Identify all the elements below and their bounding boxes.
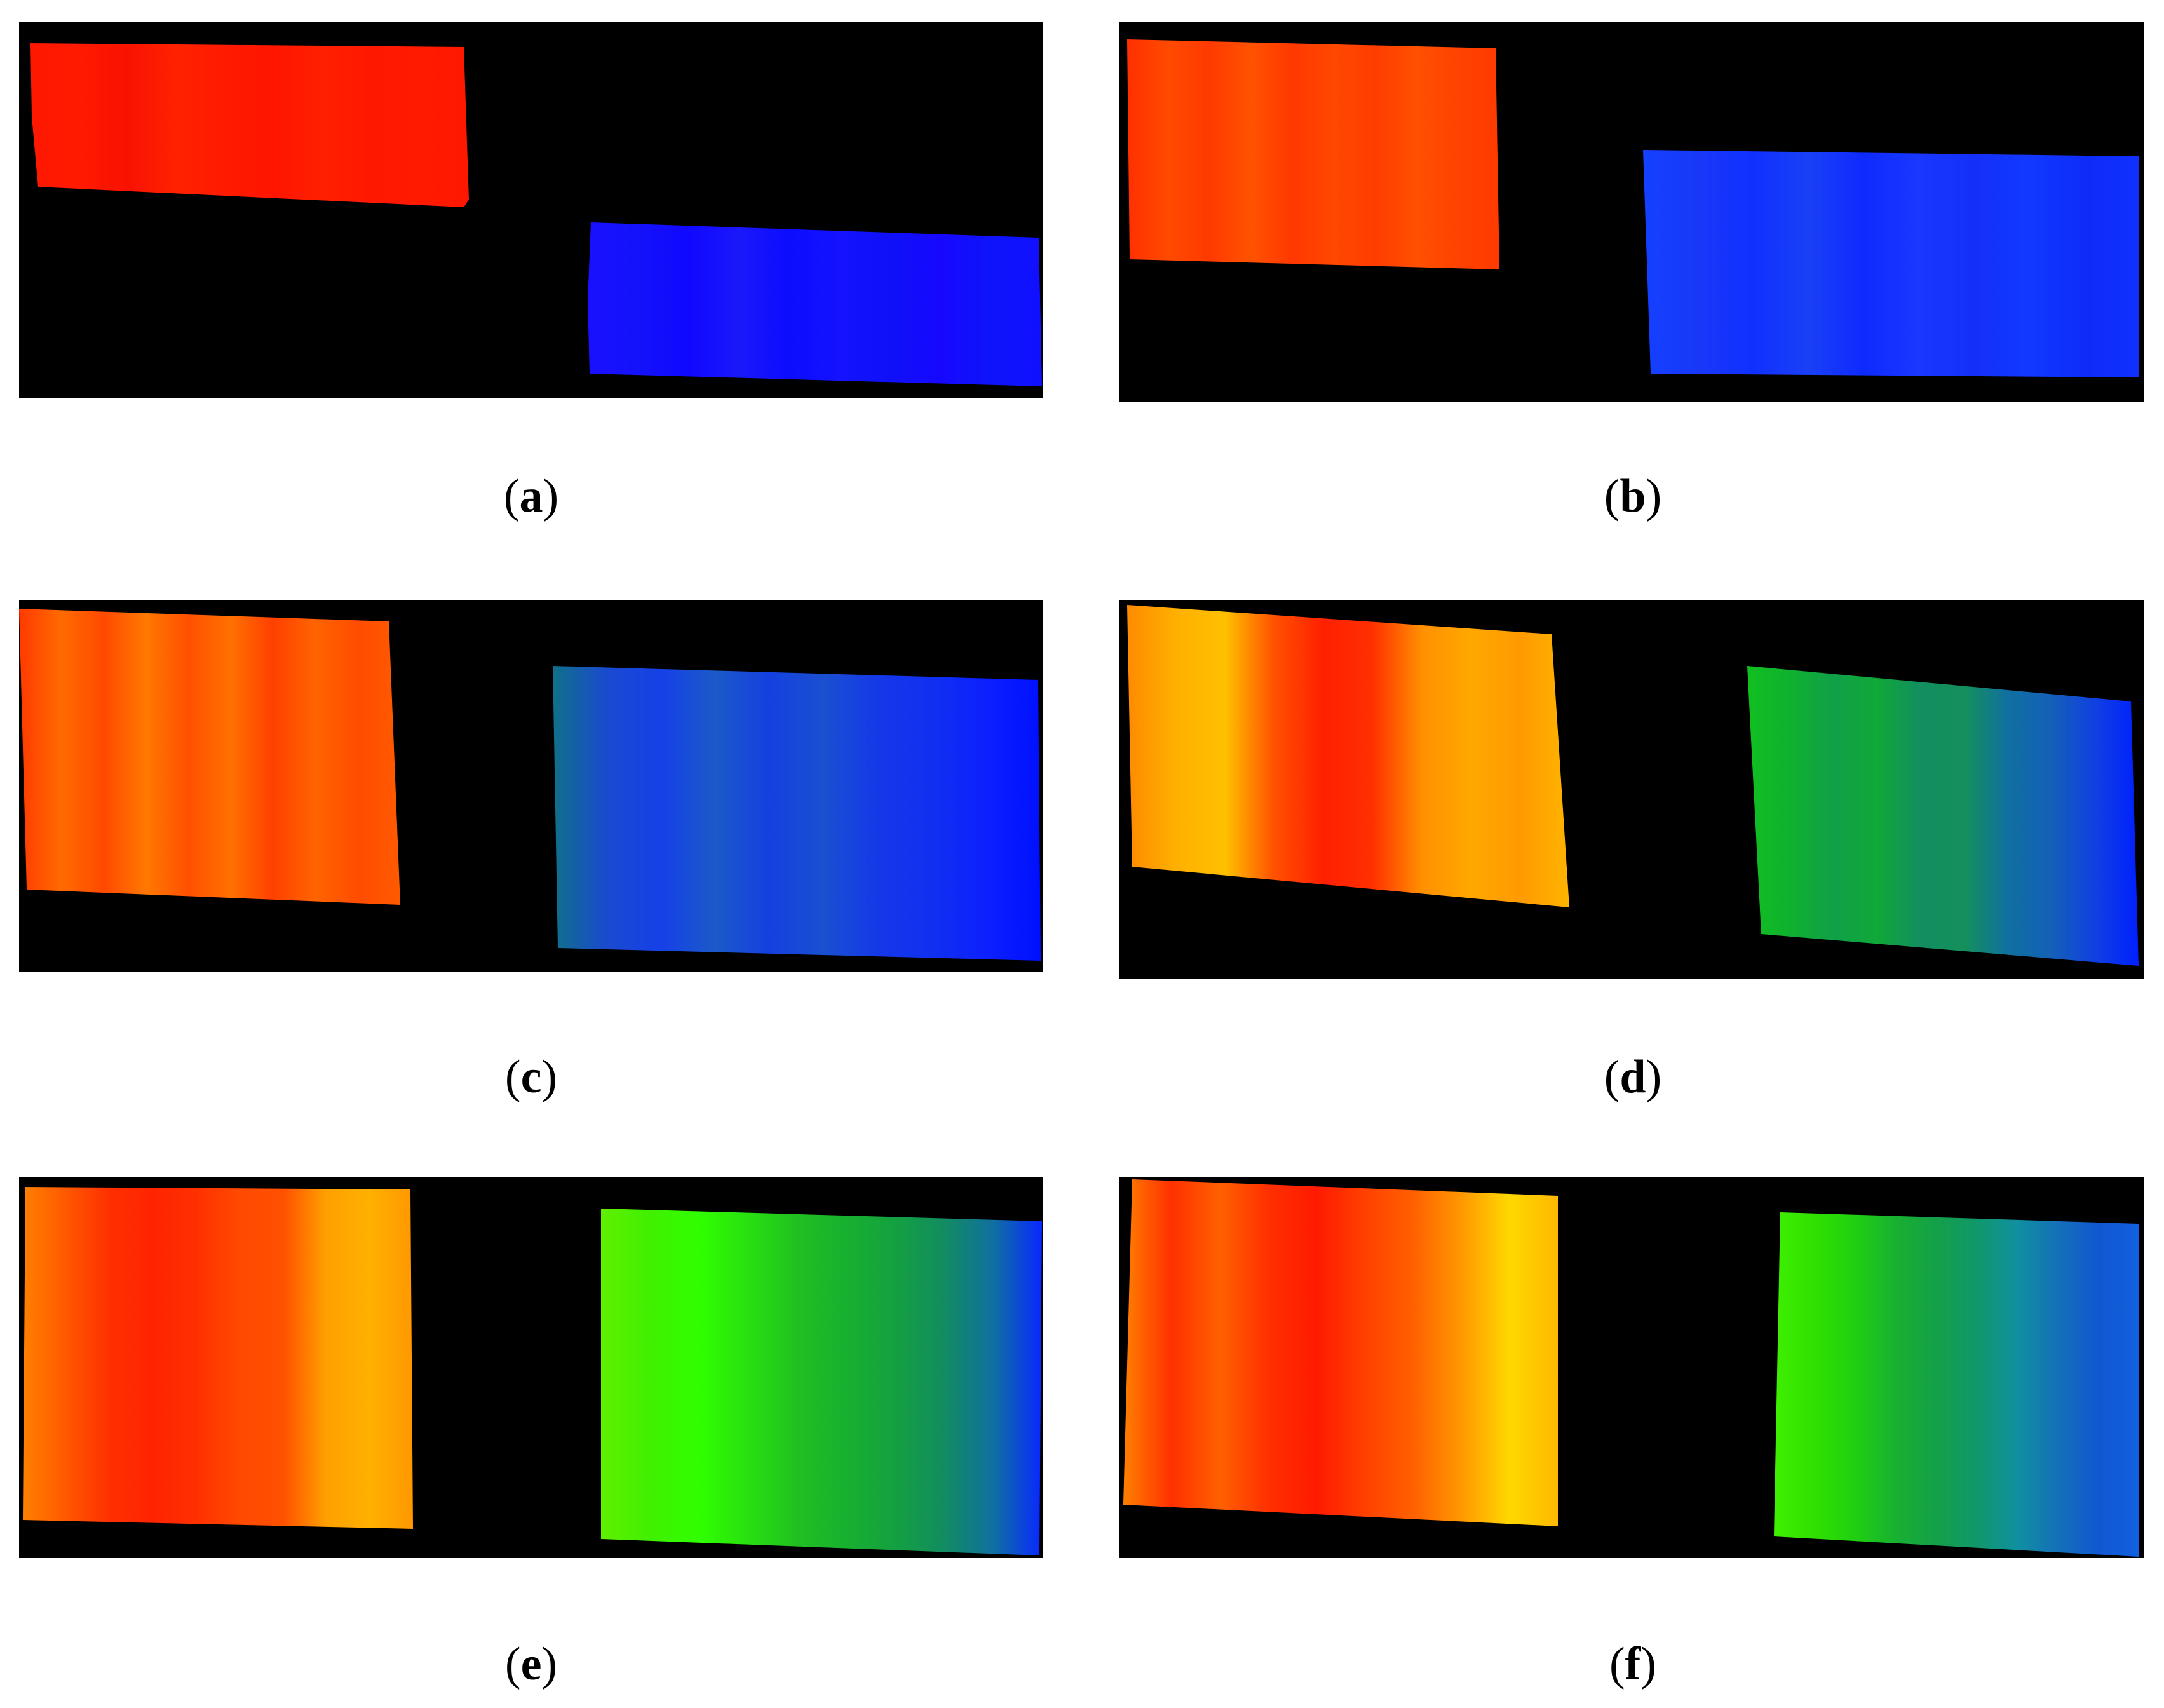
right-depth-patch <box>1747 666 2139 966</box>
right-depth-patch <box>1774 1212 2139 1557</box>
panel-c-image <box>19 609 1041 961</box>
panel-c <box>19 600 1043 972</box>
caption-letter: c <box>520 1051 542 1103</box>
caption-letter: d <box>1620 1051 1646 1103</box>
panel-f-image <box>1123 1179 2139 1557</box>
caption-e: (e) <box>504 1638 558 1690</box>
panel-a <box>19 22 1043 398</box>
caption-a: (a) <box>503 470 559 522</box>
left-depth-patch <box>23 1187 413 1529</box>
panel-f <box>1119 1177 2144 1558</box>
caption-c: (c) <box>504 1051 558 1103</box>
right-depth-patch <box>553 666 1041 961</box>
panel-b-image <box>1127 39 2139 377</box>
left-depth-patch <box>1123 1179 1558 1526</box>
panel-d <box>1119 600 2144 979</box>
caption-letter: b <box>1620 470 1646 522</box>
left-depth-patch <box>1127 39 1499 269</box>
caption-letter: f <box>1625 1638 1641 1690</box>
caption-d: (d) <box>1604 1051 1662 1103</box>
caption-letter: e <box>520 1638 542 1690</box>
left-depth-patch <box>30 43 469 207</box>
panel-d-image <box>1127 605 2139 966</box>
panel-a-image <box>30 43 1042 386</box>
panel-b <box>1119 22 2144 402</box>
caption-letter: a <box>519 470 543 522</box>
panel-e <box>19 1177 1043 1558</box>
caption-f: (f) <box>1609 1638 1656 1690</box>
right-depth-patch <box>601 1209 1042 1556</box>
right-depth-patch <box>1643 150 2139 377</box>
caption-b: (b) <box>1604 470 1662 522</box>
left-depth-patch <box>19 609 400 905</box>
right-depth-patch <box>588 222 1042 386</box>
panel-e-image <box>23 1187 1042 1556</box>
left-depth-patch <box>1127 605 1569 907</box>
